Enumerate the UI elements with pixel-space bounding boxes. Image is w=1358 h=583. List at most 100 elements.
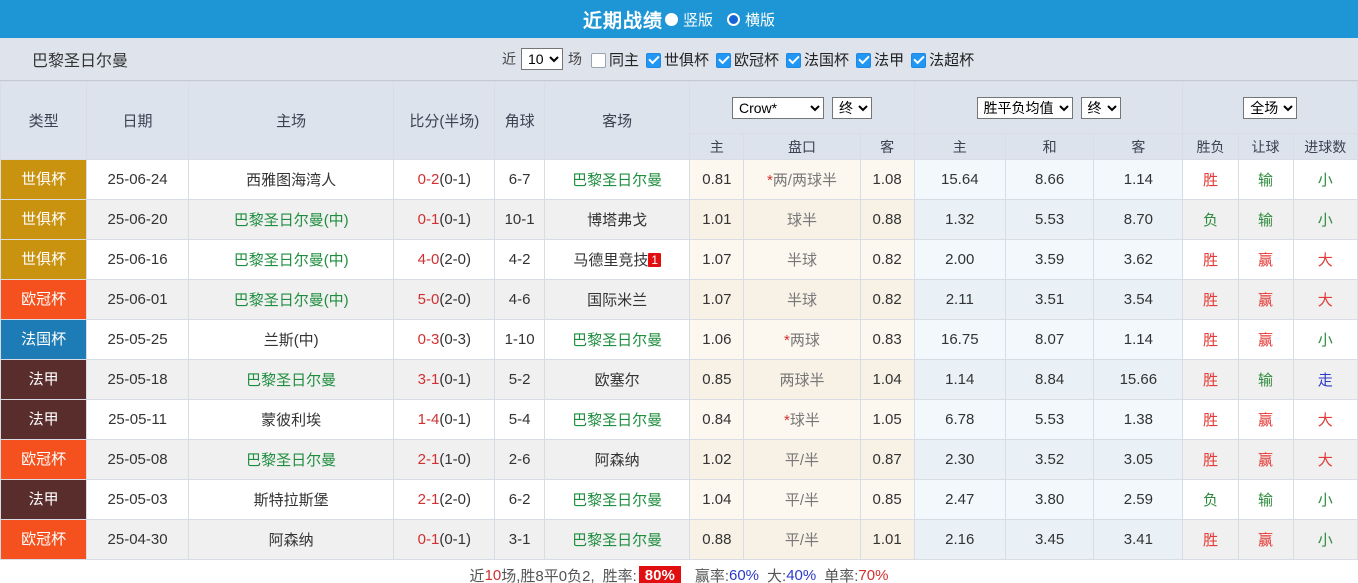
view-mode-option-horizontal[interactable]: 横版 xyxy=(727,9,775,30)
cell-odds-draw: 8.07 xyxy=(1004,319,1095,360)
odds-phase-select[interactable]: 终初 xyxy=(1080,96,1121,119)
cell-competition-type[interactable]: 欧冠杯 xyxy=(0,279,88,320)
competition-badge: 法国杯 xyxy=(1,320,87,359)
cell-score[interactable]: 2-1(1-0) xyxy=(393,439,496,480)
table-row[interactable]: 世俱杯 25-06-20 巴黎圣日尔曼(中) 0-1(0-1) 10-1 博塔弗戈 1.01… xyxy=(0,199,1358,240)
cell-odds-home: 1.14 xyxy=(913,359,1006,400)
cell-away-team[interactable]: 阿森纳 xyxy=(543,439,691,480)
cell-home-team[interactable]: 兰斯(中) xyxy=(187,319,395,360)
cell-home-team[interactable]: 蒙彼利埃 xyxy=(187,399,395,440)
radio-unselected-icon[interactable] xyxy=(727,12,740,26)
cell-result-goals: 小 xyxy=(1292,159,1358,200)
cell-away-team[interactable]: 马德里竞技 1 xyxy=(543,239,691,280)
table-row[interactable]: 法甲 25-05-03 斯特拉斯堡 2-1(2-0) 6-2 巴黎圣日尔曼 1.04 平/半 0… xyxy=(0,479,1358,520)
cell-corner: 1-10 xyxy=(494,319,545,360)
cell-competition-type[interactable]: 欧冠杯 xyxy=(0,519,88,560)
col-header-result-wl[interactable]: 胜负 xyxy=(1182,133,1239,160)
col-header-handicap-away[interactable]: 客 xyxy=(859,133,915,160)
competition-checkbox-ligue1[interactable] xyxy=(856,52,872,68)
cell-score[interactable]: 3-1(0-1) xyxy=(393,359,496,400)
scope-select[interactable]: 全场半场 xyxy=(1243,96,1298,119)
col-header-home[interactable]: 主场 xyxy=(187,81,395,160)
cell-handicap-away: 0.83 xyxy=(859,319,915,360)
handicap-phase-select[interactable]: 终初 xyxy=(831,96,872,119)
table-row[interactable]: 法甲 25-05-18 巴黎圣日尔曼 3-1(0-1) 5-2 欧塞尔 0.85 两球半 1.0… xyxy=(0,359,1358,400)
table-row[interactable]: 法甲 25-05-11 蒙彼利埃 1-4(0-1) 5-4 巴黎圣日尔曼 0.84 *球半 1.… xyxy=(0,399,1358,440)
cell-score[interactable]: 2-1(2-0) xyxy=(393,479,496,520)
cell-home-team[interactable]: 巴黎圣日尔曼(中) xyxy=(187,239,395,280)
cell-home-team[interactable]: 巴黎圣日尔曼(中) xyxy=(187,279,395,320)
cell-away-team[interactable]: 巴黎圣日尔曼 xyxy=(543,159,691,200)
cell-corner: 5-4 xyxy=(494,399,545,440)
table-row[interactable]: 世俱杯 25-06-24 西雅图海湾人 0-2(0-1) 6-7 巴黎圣日尔曼 0.81 *两… xyxy=(0,159,1358,200)
cell-handicap-away: 1.04 xyxy=(859,359,915,400)
competition-checkbox-supercup[interactable] xyxy=(911,52,927,68)
competition-checkbox-clubwc[interactable] xyxy=(646,52,662,68)
cell-competition-type[interactable]: 法国杯 xyxy=(0,319,88,360)
col-header-odds-away[interactable]: 客 xyxy=(1093,133,1184,160)
col-header-result-goals[interactable]: 进球数 xyxy=(1292,133,1358,160)
radio-selected-icon[interactable] xyxy=(664,12,678,26)
cell-competition-type[interactable]: 法甲 xyxy=(0,479,88,520)
col-header-away[interactable]: 客场 xyxy=(543,81,691,160)
table-row[interactable]: 世俱杯 25-06-16 巴黎圣日尔曼(中) 4-0(2-0) 4-2 马德里竞技 1 1.0… xyxy=(0,239,1358,280)
col-header-corner[interactable]: 角球 xyxy=(494,81,545,160)
col-header-odds-home[interactable]: 主 xyxy=(913,133,1006,160)
col-header-result-handicap[interactable]: 让球 xyxy=(1237,133,1294,160)
cell-competition-type[interactable]: 欧冠杯 xyxy=(0,439,88,480)
table-row[interactable]: 法国杯 25-05-25 兰斯(中) 0-3(0-3) 1-10 巴黎圣日尔曼 1.06 *两… xyxy=(0,319,1358,360)
odds-type-select[interactable]: 胜平负均值欧赔 xyxy=(976,96,1073,119)
cell-odds-away: 8.70 xyxy=(1093,199,1184,240)
col-header-type[interactable]: 类型 xyxy=(0,81,88,160)
cell-competition-type[interactable]: 世俱杯 xyxy=(0,199,88,240)
cell-handicap-home: 0.85 xyxy=(689,359,745,400)
cell-handicap-line: *球半 xyxy=(743,399,861,440)
cell-score[interactable]: 4-0(2-0) xyxy=(393,239,496,280)
odds-company-select[interactable]: Crow*Bet365Ladbrokes xyxy=(731,96,824,119)
competition-checkbox-ucl[interactable] xyxy=(716,52,732,68)
cell-away-team[interactable]: 国际米兰 xyxy=(543,279,691,320)
col-header-date[interactable]: 日期 xyxy=(86,81,189,160)
cell-result-wl: 负 xyxy=(1182,199,1239,240)
competition-checkbox-coupedefrance[interactable] xyxy=(786,52,802,68)
cell-score[interactable]: 5-0(2-0) xyxy=(393,279,496,320)
col-header-handicap-line[interactable]: 盘口 xyxy=(743,133,861,160)
cell-handicap-away: 0.87 xyxy=(859,439,915,480)
cell-competition-type[interactable]: 法甲 xyxy=(0,399,88,440)
view-mode-option-vertical[interactable]: 竖版 xyxy=(664,9,713,30)
cell-away-team[interactable]: 巴黎圣日尔曼 xyxy=(543,519,691,560)
cell-away-team[interactable]: 巴黎圣日尔曼 xyxy=(543,399,691,440)
cell-score[interactable]: 0-1(0-1) xyxy=(393,519,496,560)
cell-home-team[interactable]: 西雅图海湾人 xyxy=(187,159,395,200)
cell-away-team[interactable]: 欧塞尔 xyxy=(543,359,691,400)
cell-home-team[interactable]: 巴黎圣日尔曼 xyxy=(187,439,395,480)
cell-home-team[interactable]: 斯特拉斯堡 xyxy=(187,479,395,520)
cell-corner: 6-7 xyxy=(494,159,545,200)
cell-score[interactable]: 0-2(0-1) xyxy=(393,159,496,200)
cell-odds-home: 2.47 xyxy=(913,479,1006,520)
cell-competition-type[interactable]: 世俱杯 xyxy=(0,239,88,280)
table-row[interactable]: 欧冠杯 25-04-30 阿森纳 0-1(0-1) 3-1 巴黎圣日尔曼 0.88 平/半 1.… xyxy=(0,519,1358,560)
cell-home-team[interactable]: 巴黎圣日尔曼 xyxy=(187,359,395,400)
col-header-score[interactable]: 比分(半场) xyxy=(393,81,496,160)
table-row[interactable]: 欧冠杯 25-05-08 巴黎圣日尔曼 2-1(1-0) 2-6 阿森纳 1.02 平/半 0.… xyxy=(0,439,1358,480)
cell-competition-type[interactable]: 世俱杯 xyxy=(0,159,88,200)
cell-handicap-home: 1.04 xyxy=(689,479,745,520)
cell-result-handicap-value: 赢 xyxy=(1258,332,1274,349)
cell-away-team[interactable]: 巴黎圣日尔曼 xyxy=(543,479,691,520)
cell-score[interactable]: 0-3(0-3) xyxy=(393,319,496,360)
cell-home-team[interactable]: 阿森纳 xyxy=(187,519,395,560)
col-header-odds-draw[interactable]: 和 xyxy=(1004,133,1095,160)
cell-away-team[interactable]: 博塔弗戈 xyxy=(543,199,691,240)
cell-result-goals-value: 小 xyxy=(1317,532,1333,549)
cell-score[interactable]: 1-4(0-1) xyxy=(393,399,496,440)
table-row[interactable]: 欧冠杯 25-06-01 巴黎圣日尔曼(中) 5-0(2-0) 4-6 国际米兰 1.07 半… xyxy=(0,279,1358,320)
match-count-select[interactable]: 6102030 xyxy=(521,48,563,70)
cell-competition-type[interactable]: 法甲 xyxy=(0,359,88,400)
cell-away-team[interactable]: 巴黎圣日尔曼 xyxy=(543,319,691,360)
col-header-handicap-home[interactable]: 主 xyxy=(689,133,745,160)
cell-home-team[interactable]: 巴黎圣日尔曼(中) xyxy=(187,199,395,240)
same-home-checkbox[interactable] xyxy=(591,52,606,68)
cell-score[interactable]: 0-1(0-1) xyxy=(393,199,496,240)
